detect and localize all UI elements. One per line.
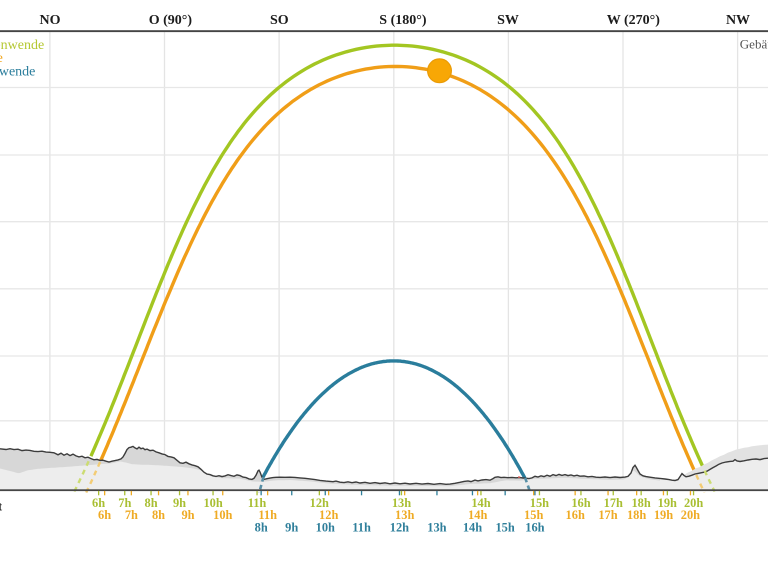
svg-text:20h: 20h bbox=[681, 508, 700, 522]
svg-text:12h: 12h bbox=[310, 496, 329, 510]
svg-text:12h: 12h bbox=[390, 520, 409, 534]
svg-text:SO: SO bbox=[270, 13, 289, 28]
svg-text:Gebäude: Gebäude bbox=[740, 37, 768, 52]
svg-text:SW: SW bbox=[497, 13, 519, 28]
svg-text:14h: 14h bbox=[471, 496, 490, 510]
svg-text:15h: 15h bbox=[524, 508, 543, 522]
svg-text:19h: 19h bbox=[654, 508, 673, 522]
svg-text:7h: 7h bbox=[125, 508, 138, 522]
svg-text:11h: 11h bbox=[352, 520, 371, 534]
svg-text:W (270°): W (270°) bbox=[607, 13, 661, 28]
svg-text:11h: 11h bbox=[248, 496, 267, 510]
svg-text:19h: 19h bbox=[658, 496, 677, 510]
svg-text:13h: 13h bbox=[427, 520, 446, 534]
svg-text:10h: 10h bbox=[316, 520, 335, 534]
svg-text:NO: NO bbox=[40, 13, 61, 28]
svg-text:7h: 7h bbox=[118, 496, 131, 510]
svg-text:15h: 15h bbox=[495, 520, 514, 534]
svg-text:8h: 8h bbox=[145, 496, 158, 510]
svg-text:9h: 9h bbox=[181, 508, 194, 522]
svg-text:14h: 14h bbox=[463, 520, 482, 534]
svg-text:Sommersonnenwende: Sommersonnenwende bbox=[0, 38, 44, 53]
svg-text:18h: 18h bbox=[631, 496, 650, 510]
svg-text:Heute: Heute bbox=[0, 51, 3, 66]
svg-text:17h: 17h bbox=[598, 508, 617, 522]
svg-text:8h: 8h bbox=[255, 520, 268, 534]
svg-text:6h: 6h bbox=[98, 508, 111, 522]
svg-text:10h: 10h bbox=[203, 496, 222, 510]
svg-text:18h: 18h bbox=[627, 508, 646, 522]
svg-text:12h: 12h bbox=[319, 508, 338, 522]
svg-text:16h: 16h bbox=[571, 496, 590, 510]
svg-text:S (180°): S (180°) bbox=[379, 13, 427, 28]
svg-text:Wintersonnenwende: Wintersonnenwende bbox=[0, 64, 35, 79]
svg-text:16h: 16h bbox=[525, 520, 544, 534]
svg-text:11h: 11h bbox=[258, 508, 277, 522]
svg-text:NW: NW bbox=[726, 13, 750, 28]
svg-text:13h: 13h bbox=[392, 496, 411, 510]
svg-text:15h: 15h bbox=[530, 496, 549, 510]
svg-text:17h: 17h bbox=[604, 496, 623, 510]
svg-text:13h: 13h bbox=[395, 508, 414, 522]
svg-text:6h: 6h bbox=[92, 496, 105, 510]
svg-text:10h: 10h bbox=[213, 508, 232, 522]
svg-text:O (90°): O (90°) bbox=[149, 13, 193, 28]
svg-text:14h: 14h bbox=[468, 508, 487, 522]
svg-text:9h: 9h bbox=[285, 520, 298, 534]
svg-text:8h: 8h bbox=[152, 508, 165, 522]
svg-text:Uhrzeit: Uhrzeit bbox=[0, 499, 3, 513]
svg-text:20h: 20h bbox=[684, 496, 703, 510]
svg-text:16h: 16h bbox=[566, 508, 585, 522]
svg-text:9h: 9h bbox=[173, 496, 186, 510]
